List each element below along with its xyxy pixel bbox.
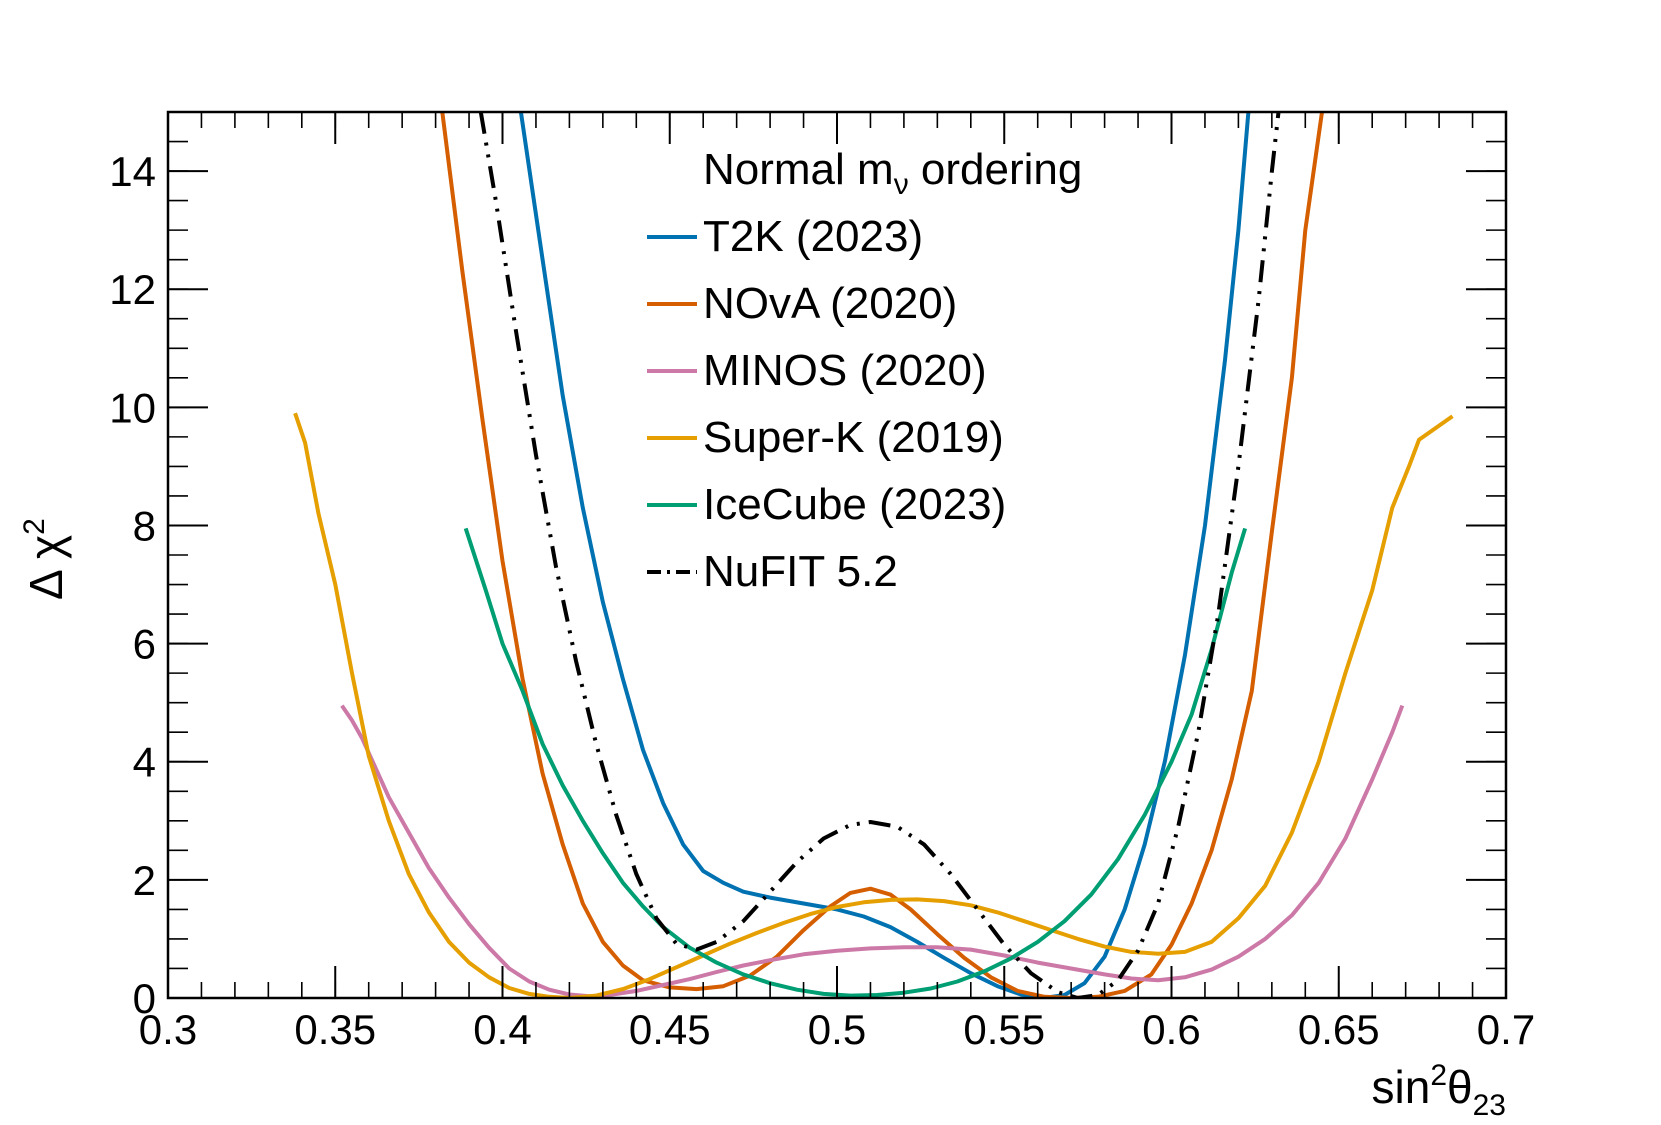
x-tick-label: 0.5 — [808, 1006, 866, 1053]
x-tick-label: 0.45 — [629, 1006, 711, 1053]
x-tick-label: 0.35 — [294, 1006, 376, 1053]
legend-header: Normal mν ordering — [703, 145, 1082, 201]
legend-entries: T2K (2023) NOvA (2020) MINOS (2020) Super-K… — [647, 212, 1006, 596]
x-axis-ticks: 0.3 0.35 0.4 0.45 0.5 0.55 0.6 0.65 0.7 — [139, 112, 1535, 1053]
y-tick-label: 10 — [109, 384, 156, 431]
series-line-minos-2020 — [340, 704, 1405, 998]
series-line-t2k-2023 — [518, 112, 1251, 998]
y-axis-ticks: 0 2 4 6 8 10 12 14 — [109, 111, 1506, 1022]
x-tick-label: 0.55 — [963, 1006, 1045, 1053]
legend-label-icecube-2023: IceCube (2023) — [703, 480, 1006, 529]
x-tick-label: 0.65 — [1298, 1006, 1380, 1053]
legend: Normal mν ordering T2K (2023) NOvA (2020)… — [647, 145, 1082, 596]
y-axis-title: Δ χ2 — [18, 518, 72, 600]
legend-label-nova-2020: NOvA (2020) — [703, 279, 957, 328]
x-tick-label: 0.6 — [1142, 1006, 1200, 1053]
series-line-nova-2020 — [440, 112, 1324, 998]
legend-label-minos-2020: MINOS (2020) — [703, 346, 987, 395]
y-tick-label: 12 — [109, 266, 156, 313]
y-tick-label: 14 — [109, 148, 156, 195]
y-tick-label: 0 — [133, 975, 156, 1022]
series-line-icecube-2023 — [463, 527, 1248, 998]
x-tick-label: 0.7 — [1477, 1006, 1535, 1053]
y-tick-label: 2 — [133, 857, 156, 904]
legend-label-super-k-2019: Super-K (2019) — [703, 413, 1004, 462]
y-tick-label: 6 — [133, 621, 156, 668]
x-axis-title: sin2θ23 — [1372, 1059, 1506, 1122]
x-tick-label: 0.3 — [139, 1006, 197, 1053]
y-tick-label: 8 — [133, 502, 156, 549]
series-line-nufit-5-2 — [478, 112, 1281, 998]
legend-label-t2k-2023: T2K (2023) — [703, 212, 923, 261]
y-tick-label: 4 — [133, 739, 156, 786]
legend-label-nufit-5-2: NuFIT 5.2 — [703, 547, 898, 596]
x-tick-label: 0.4 — [473, 1006, 531, 1053]
series-line-super-k-2019 — [293, 412, 1454, 998]
